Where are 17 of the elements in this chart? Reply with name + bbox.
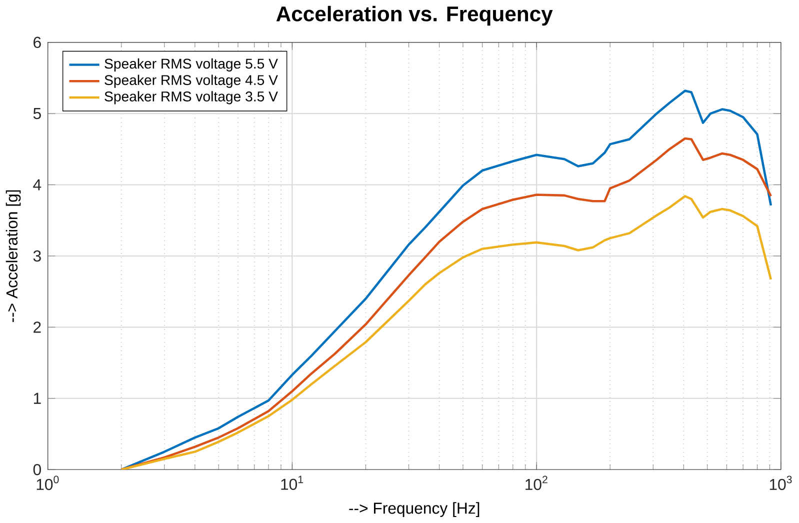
x-axis-title: --> Frequency [Hz]	[349, 502, 480, 518]
y-tick-label: 3	[33, 250, 41, 262]
chart-title: Acceleration vs. Frequency	[276, 6, 553, 26]
y-tick-label: 5	[33, 108, 41, 120]
y-tick-label: 2	[34, 322, 41, 333]
legend-label: Speaker RMS voltage 4.5 V	[104, 74, 278, 88]
x-tick-label: 10$^{3}$	[770, 476, 792, 490]
y-tick-label: 6	[34, 36, 41, 48]
y-tick-label: 1	[34, 392, 41, 404]
y-tick-label: 4	[33, 179, 42, 190]
legend-label: Speaker RMS voltage 3.5 V	[104, 91, 278, 104]
legend-label: Speaker RMS voltage 5.5 V	[104, 58, 278, 72]
x-tick-label: 10$^{2}$	[526, 476, 548, 490]
y-tick-label: 0	[33, 464, 41, 476]
x-tick-label: 10$^{0}$	[36, 476, 59, 490]
x-tick-label: 10$^{1}$	[281, 476, 303, 490]
y-axis-title: --> Acceleration [g]	[6, 190, 21, 322]
